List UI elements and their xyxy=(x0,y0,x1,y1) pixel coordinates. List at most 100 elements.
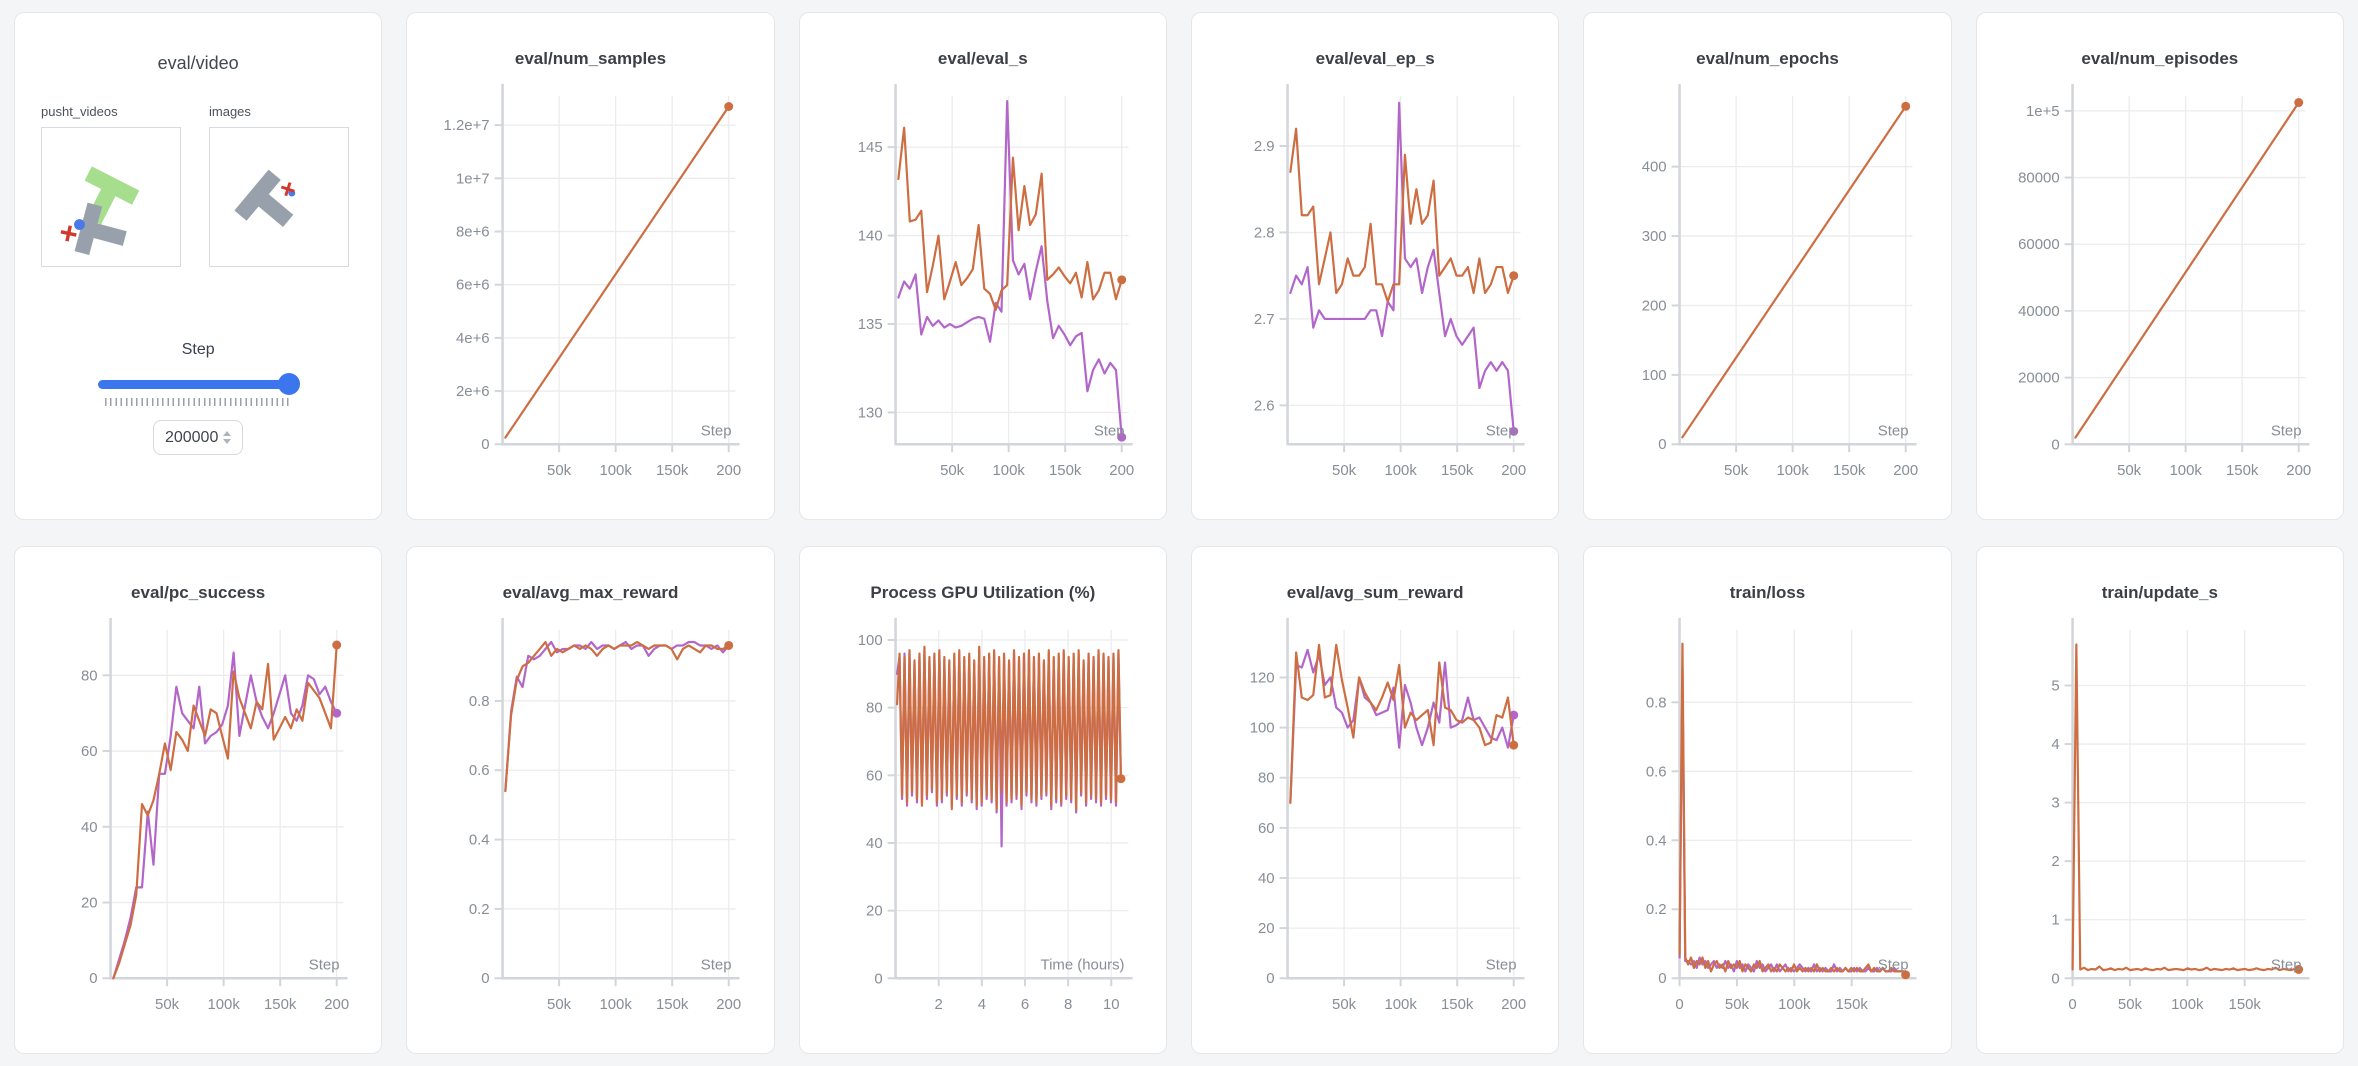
slider-thumb[interactable] xyxy=(278,373,301,395)
svg-text:100: 100 xyxy=(1642,367,1667,384)
chart-canvas-eval-num-episodes: 50k 100k 150k 200 0 20000 40000 60000 80000 1e+5 S… xyxy=(2018,83,2311,479)
chart-panel-train-update-s[interactable]: train/update_s 0 50k 100k 150k 0 1 2 3 4 5 Step xyxy=(1975,546,2344,1054)
series-orange xyxy=(112,643,338,980)
svg-text:50k: 50k xyxy=(547,462,572,479)
svg-text:100k: 100k xyxy=(1777,462,1810,479)
series-orange xyxy=(895,645,1122,811)
svg-text:100k: 100k xyxy=(1384,996,1417,1013)
x-axis-label: Step xyxy=(1486,956,1517,973)
chart-panel-eval-avg-max-reward[interactable]: eval/avg_max_reward 50k 100k 150k 200 0 0.2 0.4… xyxy=(406,546,775,1054)
gray-t-shape xyxy=(74,202,127,256)
pusht-videos-thumbnail[interactable] xyxy=(41,127,181,267)
x-axis-label: Step xyxy=(2270,422,2301,439)
x-axis-label: Step xyxy=(2270,956,2301,973)
svg-text:0: 0 xyxy=(1266,970,1274,987)
svg-text:200: 200 xyxy=(1109,462,1134,479)
x-axis-label: Step xyxy=(701,956,732,973)
series-orange-end-dot xyxy=(724,102,734,111)
chart-title: eval/avg_sum_reward xyxy=(1286,583,1464,602)
svg-text:0.8: 0.8 xyxy=(1646,694,1667,711)
series-purple xyxy=(1678,666,1908,973)
x-axis-label: Step xyxy=(309,956,340,973)
images-frame-icon xyxy=(234,169,296,227)
chart-canvas-train-loss: 0 50k 100k 150k 0 0.2 0.4 0.6 0.8 Step xyxy=(1646,617,1917,1013)
svg-text:2.6: 2.6 xyxy=(1254,397,1275,414)
chart-panel-eval-num-epochs[interactable]: eval/num_epochs 50k 100k 150k 200 0 100 200 300 4… xyxy=(1583,12,1952,520)
svg-text:4: 4 xyxy=(977,996,985,1013)
series-orange-end-dot xyxy=(332,640,342,650)
chart-title: eval/num_samples xyxy=(514,49,667,68)
svg-text:135: 135 xyxy=(857,316,882,333)
svg-text:4: 4 xyxy=(2051,736,2059,753)
series-purple-end-dot xyxy=(1509,710,1519,720)
svg-text:100k: 100k xyxy=(207,996,240,1013)
svg-text:50k: 50k xyxy=(1332,996,1357,1013)
svg-text:0.6: 0.6 xyxy=(1646,763,1667,780)
series-purple xyxy=(896,100,1123,439)
chart-panel-process-gpu-utilization[interactable]: Process GPU Utilization (%) 2 4 6 8 10 0 20 40 60… xyxy=(798,546,1167,1054)
svg-text:130: 130 xyxy=(857,404,882,421)
svg-text:60: 60 xyxy=(1258,820,1275,837)
series-orange-end-dot xyxy=(1509,271,1519,281)
chart-panel-eval-eval-s[interactable]: eval/eval_s 50k 100k 150k 200 130 135 140 145 Ste… xyxy=(798,12,1167,520)
svg-text:20: 20 xyxy=(81,895,98,912)
x-axis-label: Step xyxy=(1486,422,1517,439)
media-panel-title: eval/video xyxy=(157,53,239,73)
series-orange-end-dot xyxy=(1116,774,1126,784)
step-slider[interactable] xyxy=(98,373,301,395)
chart-title: train/update_s xyxy=(2101,583,2218,602)
svg-text:10: 10 xyxy=(1103,996,1120,1013)
chart-panel-eval-eval-ep-s[interactable]: eval/eval_ep_s 50k 100k 150k 200 2.6 2.7 2.8 2.9… xyxy=(1191,12,1560,520)
svg-text:6: 6 xyxy=(1020,996,1028,1013)
series-orange-end-dot xyxy=(1901,101,1911,111)
slider-track[interactable] xyxy=(98,380,299,389)
chart-panel-eval-pc-success[interactable]: eval/pc_success 50k 100k 150k 200 0 20 40 60 80 St… xyxy=(14,546,383,1054)
svg-text:0.4: 0.4 xyxy=(469,832,490,849)
chart-canvas-eval-avg-sum-reward: 50k 100k 150k 200 0 20 40 60 80 100 120 Step xyxy=(1250,617,1526,1013)
images-thumbnail[interactable] xyxy=(209,127,349,267)
svg-text:20000: 20000 xyxy=(2018,370,2060,387)
svg-text:0.4: 0.4 xyxy=(1646,832,1667,849)
svg-text:120: 120 xyxy=(1250,669,1275,686)
svg-text:1e+5: 1e+5 xyxy=(2026,103,2060,120)
stepper-arrows-icon[interactable] xyxy=(223,431,232,444)
svg-text:50k: 50k xyxy=(155,996,180,1013)
svg-text:150k: 150k xyxy=(2228,996,2261,1013)
svg-text:150k: 150k xyxy=(1836,996,1869,1013)
chart-panel-eval-num-samples[interactable]: eval/num_samples 50k 100k 150k 200 0 2e+6 4e+6 6… xyxy=(406,12,775,520)
chart-panel-eval-num-episodes[interactable]: eval/num_episodes 50k 100k 150k 200 0 20000 400… xyxy=(1975,12,2344,520)
svg-text:50k: 50k xyxy=(1725,996,1750,1013)
svg-text:5: 5 xyxy=(2051,677,2059,694)
svg-text:200: 200 xyxy=(717,462,742,479)
svg-text:140: 140 xyxy=(857,228,882,245)
svg-text:150k: 150k xyxy=(656,996,689,1013)
svg-text:20: 20 xyxy=(1258,920,1275,937)
chart-panel-eval-avg-sum-reward[interactable]: eval/avg_sum_reward 50k 100k 150k 200 0 20 40 60… xyxy=(1191,546,1560,1054)
x-axis-label: Step xyxy=(1878,422,1909,439)
chart-panel-train-loss[interactable]: train/loss 0 50k 100k 150k 0 0.2 0.4 0.6 0.8 Step xyxy=(1583,546,1952,1054)
svg-text:80: 80 xyxy=(866,700,883,717)
svg-text:2: 2 xyxy=(934,996,942,1013)
svg-text:0: 0 xyxy=(1659,970,1667,987)
media-label-pusht-videos: pusht_videos xyxy=(41,104,118,119)
step-value-input[interactable]: 200000 xyxy=(153,420,244,455)
chart-title: eval/pc_success xyxy=(131,583,266,602)
series-orange xyxy=(1678,642,1908,976)
svg-text:200: 200 xyxy=(1894,462,1919,479)
svg-text:3: 3 xyxy=(2051,795,2059,812)
svg-text:80000: 80000 xyxy=(2018,170,2060,187)
svg-text:100k: 100k xyxy=(1778,996,1811,1013)
chart-title: eval/eval_s xyxy=(937,49,1028,68)
svg-text:400: 400 xyxy=(1642,159,1667,176)
x-axis-label: Step xyxy=(1878,956,1909,973)
series-orange xyxy=(1681,105,1908,439)
svg-text:100k: 100k xyxy=(600,996,633,1013)
svg-text:50k: 50k xyxy=(2118,996,2143,1013)
chart-canvas-eval-num-epochs: 50k 100k 150k 200 0 100 200 300 400 Step xyxy=(1642,83,1919,479)
svg-text:100k: 100k xyxy=(2169,462,2202,479)
chart-canvas-eval-eval-ep-s: 50k 100k 150k 200 2.6 2.7 2.8 2.9 Step xyxy=(1254,83,1526,479)
series-orange-end-dot xyxy=(1116,275,1126,285)
chart-canvas-eval-pc-success: 50k 100k 150k 200 0 20 40 60 80 Step xyxy=(81,617,349,1013)
series-orange-end-dot xyxy=(1509,740,1519,750)
